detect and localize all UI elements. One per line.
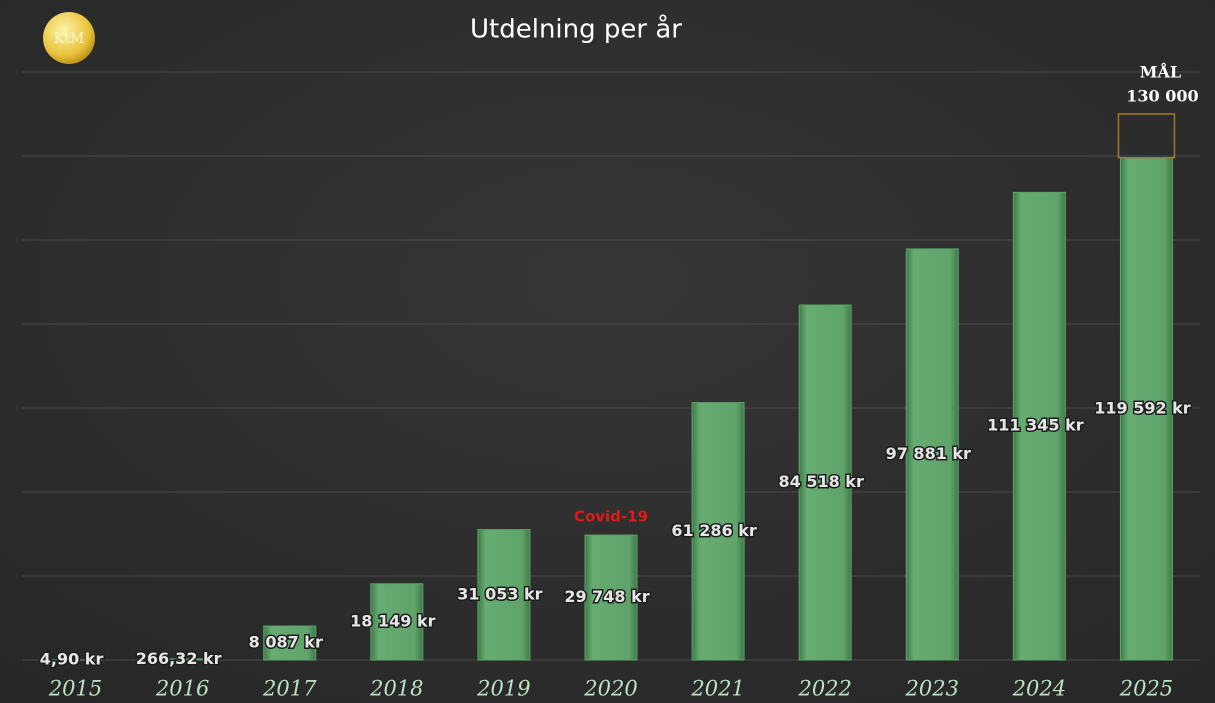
bar <box>156 658 210 661</box>
x-tick-label: 2018 <box>369 677 423 701</box>
bar <box>905 248 959 661</box>
value-label: 119 592 kr <box>1094 398 1191 417</box>
bar <box>1119 157 1173 661</box>
value-label: 84 518 kr <box>779 472 864 491</box>
bar <box>1012 191 1066 661</box>
value-label: 266,32 kr <box>136 649 222 668</box>
bar <box>263 625 317 661</box>
value-label: 111 345 kr <box>987 416 1084 435</box>
x-tick-label: 2022 <box>797 677 851 701</box>
chart-title: Utdelning per år <box>470 14 682 45</box>
x-tick-label: 2024 <box>1012 677 1066 701</box>
x-tick-label: 2017 <box>262 677 317 701</box>
bar <box>370 583 424 661</box>
x-tick-label: 2019 <box>476 677 530 701</box>
bar <box>584 534 638 661</box>
x-tick-label: 2020 <box>583 677 637 701</box>
value-label: 61 286 kr <box>671 521 756 540</box>
value-label: 18 149 kr <box>350 611 435 630</box>
bar <box>691 402 745 661</box>
value-label: 8 087 kr <box>249 633 323 652</box>
value-label: 97 881 kr <box>886 444 971 463</box>
x-tick-label: 2016 <box>155 677 209 701</box>
x-tick-label: 2015 <box>48 677 102 701</box>
target-box <box>1117 113 1176 159</box>
target-label: MÅL <box>1140 61 1181 82</box>
bar <box>798 304 852 661</box>
target-value-label: 130 000 <box>1126 87 1198 106</box>
value-label: 31 053 kr <box>457 584 542 603</box>
x-tick-label: 2021 <box>690 677 744 701</box>
x-tick-label: 2025 <box>1119 677 1173 701</box>
x-tick-label: 2023 <box>905 677 959 701</box>
value-label: 4,90 kr <box>40 649 104 668</box>
logo-text: KtM <box>54 31 84 47</box>
bar <box>477 529 531 661</box>
logo: KtM <box>43 12 95 64</box>
value-label: 29 748 kr <box>564 587 649 606</box>
logo-coin <box>43 12 95 64</box>
annotation: Covid-19 <box>574 508 648 526</box>
